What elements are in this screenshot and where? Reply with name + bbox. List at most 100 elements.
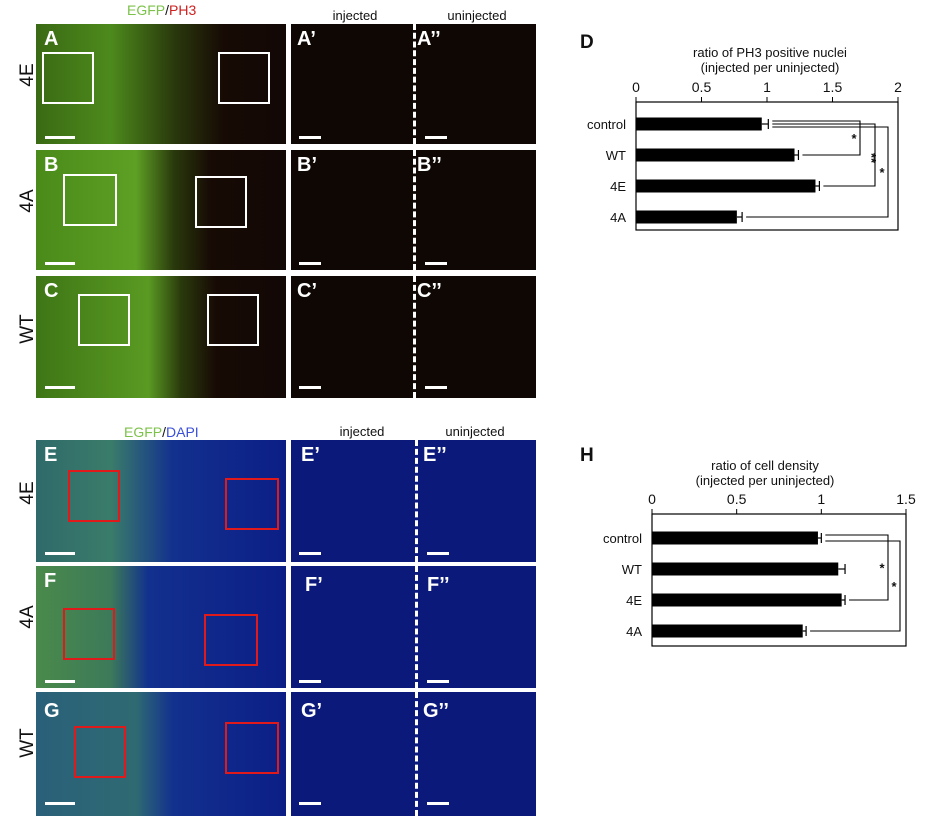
significance-marker: *	[891, 579, 897, 594]
x-tick-label: 1.5	[896, 494, 916, 507]
panel-label-e-prime: E’	[301, 444, 320, 466]
panel-label-e-double-prime: E’’	[423, 444, 447, 466]
scale-bar	[299, 136, 321, 139]
panel-label-g-prime: G’	[301, 700, 323, 722]
divider-line	[413, 24, 416, 144]
divider-line	[415, 566, 418, 688]
scale-bar	[299, 680, 321, 683]
divider-line	[415, 692, 418, 816]
scale-bar	[425, 386, 447, 389]
x-tick-label: 0.5	[727, 494, 747, 507]
bar	[652, 562, 839, 576]
scale-bar	[45, 262, 75, 265]
category-label: control	[587, 117, 626, 132]
top-channel-label: EGFP/PH3	[127, 2, 196, 18]
bar	[652, 531, 818, 545]
category-label: 4A	[626, 624, 642, 639]
plot-frame	[651, 513, 907, 647]
roi-box-uninjected	[195, 176, 247, 228]
x-tick-label: 1	[763, 80, 771, 95]
scale-bar	[425, 136, 447, 139]
significance-bracket	[825, 534, 889, 601]
roi-box-injected	[78, 294, 130, 346]
roi-box-injected	[63, 608, 115, 660]
bar	[636, 210, 737, 224]
scale-bar	[299, 552, 321, 555]
roi-box-injected	[42, 52, 94, 104]
ph3-label: PH3	[169, 2, 197, 18]
divider-line	[415, 440, 418, 562]
significance-marker: **	[864, 153, 879, 164]
bar	[652, 624, 803, 638]
roi-box-injected	[63, 174, 117, 226]
divider-line	[413, 150, 416, 270]
significance-bracket	[772, 123, 876, 187]
roi-box-uninjected	[207, 294, 259, 346]
micrograph-e: E	[36, 440, 286, 562]
bar	[636, 117, 762, 131]
scale-bar	[45, 802, 75, 805]
scale-bar	[425, 262, 447, 265]
panel-label-e: E	[44, 444, 58, 466]
micrograph-e-inset: E’ E’’	[291, 440, 536, 562]
panel-label-f-double-prime: F’’	[427, 574, 450, 596]
injected-header: injected	[332, 8, 378, 23]
scale-bar	[427, 552, 449, 555]
x-tick-label: 1	[817, 494, 825, 507]
egfp-label: EGFP	[127, 2, 166, 18]
micrograph-f: F	[36, 566, 286, 688]
category-label: control	[603, 531, 642, 546]
bar	[636, 148, 795, 162]
x-tick-label: 0.5	[692, 80, 712, 95]
category-label: WT	[622, 562, 642, 577]
scale-bar	[45, 552, 75, 555]
bar	[636, 179, 816, 193]
egfp-label: EGFP	[124, 424, 163, 440]
panel-label-a-double-prime: A’’	[417, 28, 441, 50]
x-tick-label: 0	[632, 80, 640, 95]
significance-marker: *	[879, 165, 885, 180]
roi-box-uninjected	[204, 614, 258, 666]
uninjected-header: uninjected	[447, 8, 507, 23]
panel-letter-h: H	[580, 445, 594, 466]
scale-bar	[299, 262, 321, 265]
scale-bar	[45, 680, 75, 683]
slash-label: /	[162, 424, 167, 440]
panel-label-f: F	[44, 570, 57, 592]
panel-label-g: G	[44, 700, 60, 722]
divider-line	[413, 276, 416, 398]
significance-bracket	[746, 126, 889, 218]
roi-box-uninjected	[225, 478, 279, 530]
panel-label-f-prime: F’	[305, 574, 323, 596]
chart-d-title: ratio of PH3 positive nuclei (injected p…	[620, 45, 920, 75]
panel-label-g-double-prime: G’’	[423, 700, 449, 722]
panel-label-c: C	[44, 280, 59, 302]
category-label: 4A	[610, 210, 626, 225]
panel-label-b-prime: B’	[297, 154, 317, 176]
uninjected-header: uninjected	[445, 424, 505, 439]
scale-bar	[427, 680, 449, 683]
category-label: 4E	[610, 179, 626, 194]
dapi-label: DAPI	[166, 424, 199, 440]
bar	[652, 593, 842, 607]
micrograph-c-inset: C’ C’’	[291, 276, 536, 398]
roi-box-injected	[68, 470, 120, 522]
chart-h-title-line2: (injected per uninjected)	[695, 473, 835, 488]
micrograph-g: G	[36, 692, 286, 816]
chart-h-title-line1: ratio of cell density	[711, 458, 819, 473]
scale-bar	[299, 802, 321, 805]
significance-bracket	[810, 540, 901, 632]
x-tick-label: 1.5	[823, 80, 843, 95]
panel-letter-d: D	[580, 32, 594, 53]
panel-label-c-double-prime: C’’	[417, 280, 442, 302]
injected-header: injected	[339, 424, 385, 439]
panel-label-b-double-prime: B’’	[417, 154, 442, 176]
bottom-channel-label: EGFP/DAPI	[124, 424, 199, 440]
micrograph-a-inset: A’ A’’	[291, 24, 536, 144]
chart-d-title-line1: ratio of PH3 positive nuclei	[693, 45, 847, 60]
chart-h: 0 0.5 1 1.5 control WT 4E 4A * *	[603, 494, 916, 647]
scale-bar	[427, 802, 449, 805]
micrograph-g-inset: G’ G’’	[291, 692, 536, 816]
chart-d-title-line2: (injected per uninjected)	[700, 60, 840, 75]
